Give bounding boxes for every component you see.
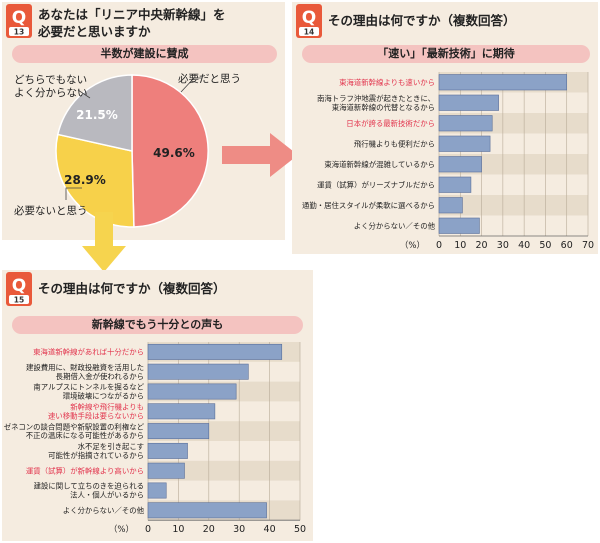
q13-badge-letter: Q xyxy=(12,8,26,28)
category-label-3: 飛行機よりも便利だから xyxy=(354,139,435,148)
tick-label-7: 70 xyxy=(582,240,594,251)
tick-label-4: 40 xyxy=(518,240,530,251)
category-label-6: 通勤・居住スタイルが柔軟に選べるから xyxy=(302,201,435,210)
bar-2 xyxy=(438,115,493,132)
pie-value-label-1: 28.9% xyxy=(64,173,106,187)
category-label-5-1: 可能性が指摘されているから xyxy=(48,451,144,460)
q14-badge: Q 14 xyxy=(296,4,322,38)
row-band-6 xyxy=(439,195,588,216)
q14-bar-chart: 東海道新幹線よりも速いから南海トラフ沖地震が起きたときに、東海道新幹線の代替とな… xyxy=(302,72,594,251)
category-label-7-0: 建設に関して立ちのきを迫られる xyxy=(34,482,144,491)
tick-label-0: 0 xyxy=(436,240,442,251)
bar-2 xyxy=(147,383,237,400)
bar-7 xyxy=(438,217,480,234)
pie-category-label-1: 必要ないと思う xyxy=(14,204,88,217)
category-label-6: 運賃（試算）が新幹線より高いから xyxy=(26,466,144,475)
q13-panel: Q 13 あなたは「リニア中央新幹線」を 必要だと思いますか 半数が建設に賛成 … xyxy=(2,2,285,240)
bar-3 xyxy=(438,135,491,152)
category-label-3-0: 新幹線や飛行機よりも xyxy=(70,403,144,412)
bar-5 xyxy=(438,176,472,193)
pie-slice-0 xyxy=(131,74,209,228)
q13-badge-number: 13 xyxy=(14,28,24,37)
q15-title: その理由は何ですか（複数回答） xyxy=(38,281,226,296)
bar-1 xyxy=(147,363,249,380)
q15-bar-chart: 東海道新幹線があれば十分だから建設費用に、財政投融資を活用した長期借入金が使われ… xyxy=(4,342,306,535)
tick-label-2: 20 xyxy=(203,524,215,535)
tick-label-4: 40 xyxy=(264,524,276,535)
bar-5 xyxy=(147,442,188,459)
category-label-4-0: ゼネコンの談合問題や新駅設置の利権など xyxy=(4,422,145,431)
q13-badge: Q 13 xyxy=(6,4,32,38)
category-label-4: 東海道新幹線が混雑しているから xyxy=(324,160,435,169)
tick-label-3: 30 xyxy=(497,240,509,251)
q14-badge-number: 14 xyxy=(304,28,314,37)
q14-panel: Q 14 その理由は何ですか（複数回答） 「速い」「最新技術」に期待 東海道新幹… xyxy=(292,2,598,254)
q15-subtitle-pill: 新幹線でもう十分との声も xyxy=(12,316,303,334)
bar-8 xyxy=(147,502,267,519)
bar-4 xyxy=(147,423,210,440)
category-label-8: よく分からない／その他 xyxy=(63,506,145,515)
row-band-6 xyxy=(148,460,300,481)
category-label-3-1: 速い移動手段は要らないから xyxy=(48,411,144,420)
category-label-7-1: 法人・個人がいるから xyxy=(70,491,144,500)
pie-category-label-2a: どちらでもない xyxy=(14,74,87,86)
category-label-7: よく分からない／その他 xyxy=(354,221,436,230)
pie-leader-2 xyxy=(77,89,91,99)
bar-6 xyxy=(147,462,185,479)
tick-label-3: 30 xyxy=(233,524,245,535)
q15-badge: Q 15 xyxy=(6,272,32,306)
category-label-0: 東海道新幹線よりも速いから xyxy=(339,78,435,87)
category-label-5-0: 水不足を引き起こす xyxy=(78,442,144,451)
pie-category-label-0: 必要だと思う xyxy=(178,72,241,85)
q14-subtitle-pill: 「速い」「最新技術」に期待 xyxy=(302,45,590,63)
category-label-4-1: 不正の温床になる可能性があるから xyxy=(26,431,144,440)
pie-leader-1 xyxy=(65,187,82,200)
unit-label: （%） xyxy=(109,524,134,535)
pie-slice-2 xyxy=(56,74,133,152)
bar-4 xyxy=(438,156,482,173)
category-label-0: 東海道新幹線があれば十分だから xyxy=(33,348,144,357)
pie-category-label-2b: よく分からない xyxy=(14,87,88,99)
pie-slice-1 xyxy=(55,133,135,228)
q13-title: あなたは「リニア中央新幹線」を 必要だと思いますか xyxy=(38,7,226,39)
bar-0 xyxy=(147,343,283,360)
arrow-down-icon xyxy=(82,212,126,272)
category-label-2: 日本が誇る最新技術だから xyxy=(346,119,435,128)
category-label-1-0: 南海トラフ沖地震が起きたときに、 xyxy=(317,94,435,103)
q15-badge-number: 15 xyxy=(14,296,24,305)
q14-badge-letter: Q xyxy=(302,8,316,28)
q14-title: その理由は何ですか（複数回答） xyxy=(328,13,516,28)
tick-label-0: 0 xyxy=(145,524,151,535)
arrow-right-icon xyxy=(222,133,298,177)
pie-value-label-0: 49.6% xyxy=(153,146,195,160)
tick-label-5: 50 xyxy=(539,240,551,251)
q15-badge-letter: Q xyxy=(12,276,26,296)
pie-value-label-2: 21.5% xyxy=(76,108,118,122)
tick-label-6: 60 xyxy=(561,240,573,251)
bar-3 xyxy=(147,403,216,420)
pie-leader-0 xyxy=(180,77,202,93)
bar-1 xyxy=(438,94,499,111)
category-label-2-0: 南アルプスにトンネルを掘るなど xyxy=(33,383,144,392)
tick-label-1: 10 xyxy=(454,240,466,251)
bar-6 xyxy=(438,197,463,214)
unit-label: （%） xyxy=(400,240,425,251)
q13-subtitle-pill: 半数が建設に賛成 xyxy=(12,45,277,63)
q15-panel: Q 15 その理由は何ですか（複数回答） 新幹線でもう十分との声も 東海道新幹線… xyxy=(2,270,313,541)
category-label-1-1: 長期借入金が使われるから xyxy=(56,372,144,381)
tick-label-1: 10 xyxy=(172,524,184,535)
category-label-2-1: 環境破壊につながるから xyxy=(63,392,144,401)
bar-0 xyxy=(438,74,568,91)
category-label-1-1: 東海道新幹線の代替となるから xyxy=(332,103,435,112)
q13-pie-chart: 49.6% 28.9% 21.5% 必要だと思う必要ないと思うどちらでもないよく分から… xyxy=(14,72,241,228)
tick-label-2: 20 xyxy=(476,240,488,251)
tick-label-5: 50 xyxy=(294,524,306,535)
bar-7 xyxy=(147,482,167,499)
category-label-5: 運賃（試算）がリーズナブルだから xyxy=(317,180,435,189)
category-label-1-0: 建設費用に、財政投融資を活用した xyxy=(26,363,144,372)
